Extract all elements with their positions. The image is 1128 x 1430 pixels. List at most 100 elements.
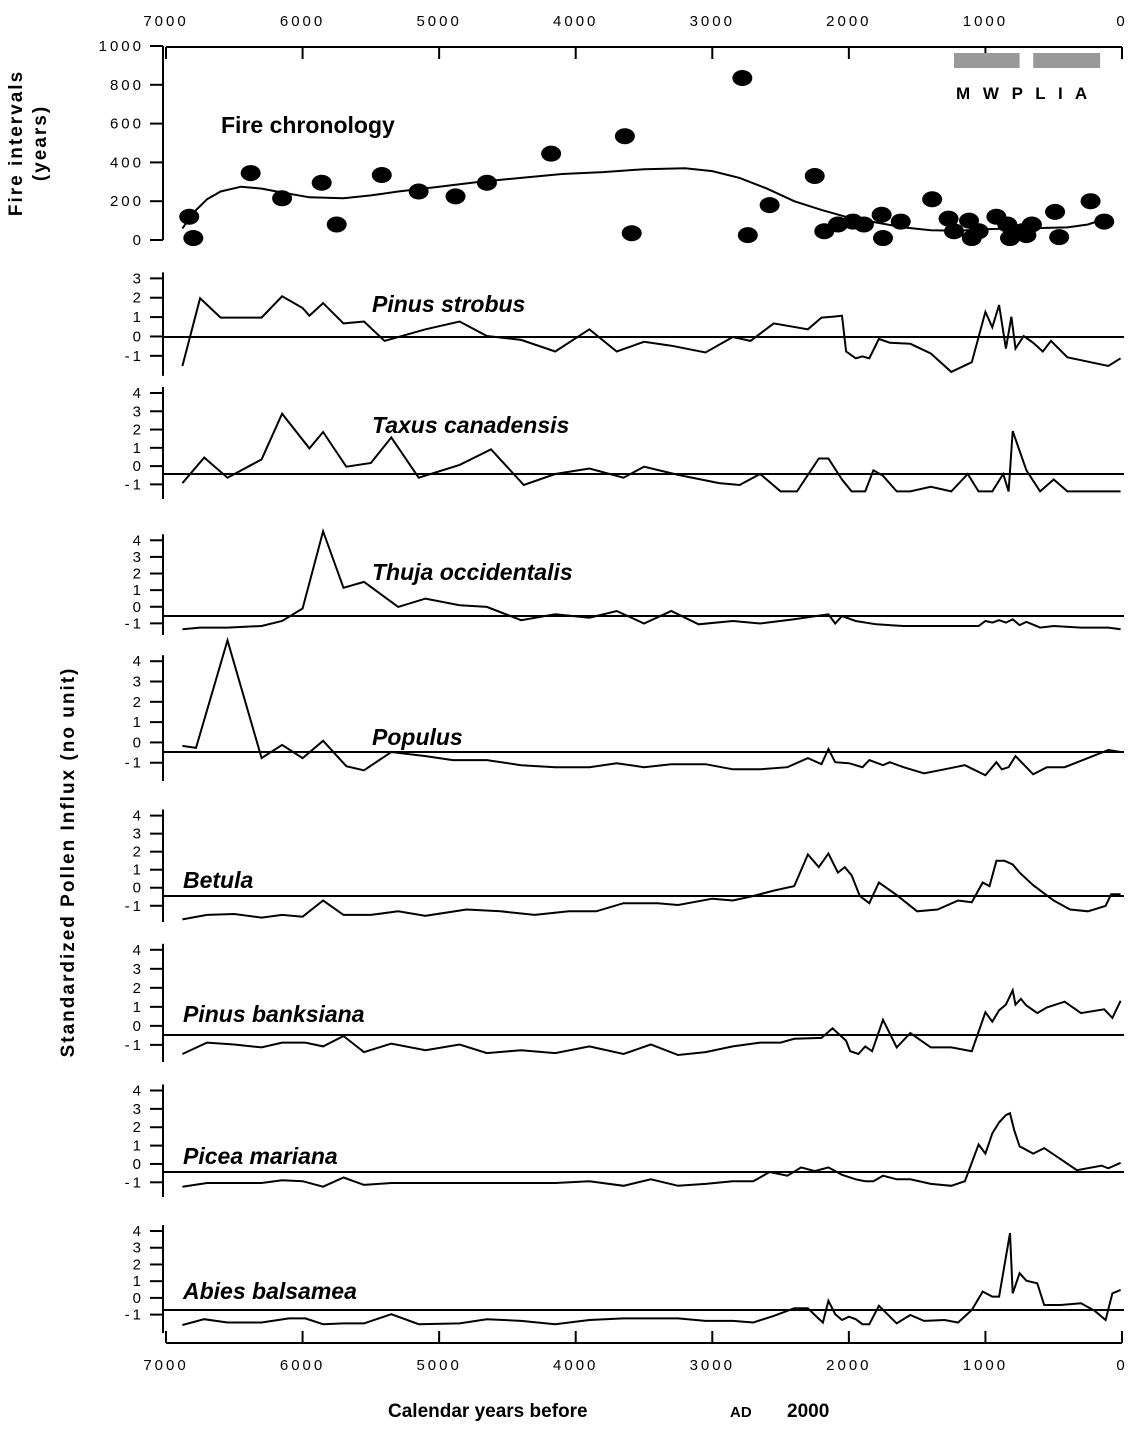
taxus-canadensis-panel-y-tick-label: 4 [133,385,144,402]
populus-panel-y-tick-label: 2 [133,694,144,711]
l-i-a-period-label: L I A [1035,84,1091,103]
bottom-x-axis-tick-label: 4000 [553,1357,598,1374]
fire-panel-y-tick-label: 400 [110,154,144,171]
populus-panel-y-tick-label: 4 [133,653,144,670]
thuja-occidentalis-panel-series-line [182,527,1121,631]
fire-event-point [827,216,848,233]
x-axis-title: Calendar years before [388,1401,588,1422]
fire-event-point [737,227,758,244]
taxus-canadensis-panel-label: Taxus canadensis [372,412,569,438]
fire-event-point [183,230,204,247]
thuja-occidentalis-panel-y-tick-label: 3 [133,549,144,566]
data-layer [179,53,1122,1326]
abies-balsamea-panel-y-tick-label: 3 [133,1240,144,1257]
bottom-x-axis-tick-label: 1000 [963,1357,1008,1374]
thuja-occidentalis-panel-y-tick-label: 4 [133,532,144,549]
fire-event-point [311,174,332,191]
fire-event-point [1045,203,1066,220]
pinus-banksiana-panel-y-tick-label: 4 [133,942,144,959]
fire-event-point [1049,229,1070,246]
thuja-occidentalis-panel-label: Thuja occidentalis [372,559,573,585]
bottom-x-axis-tick-label: 7000 [143,1357,188,1374]
fire-event-point [371,167,392,184]
thuja-occidentalis-panel-y-tick-label: 2 [133,566,144,583]
populus-panel-label: Populus [372,724,463,750]
fire-event-point [997,216,1018,233]
pinus-banksiana-panel-series-line [181,987,1122,1057]
picea-mariana-panel-y-tick-label: -1 [125,1174,144,1191]
picea-mariana-panel-y-tick-label: 0 [133,1156,144,1173]
fire-intervals-ylabel-line1: Fire intervals [6,70,27,216]
picea-mariana-panel-y-tick-label: 3 [133,1101,144,1118]
fire-event-point [621,225,642,242]
fire-event-point [179,208,200,225]
betula-panel-y-tick-label: 2 [133,844,144,861]
picea-mariana-panel-label: Picea mariana [183,1143,338,1169]
fire-event-point [408,183,429,200]
populus-panel-series-line [182,636,1121,777]
fire-event-point [873,230,893,247]
top-x-axis-tick-label: 1000 [963,13,1008,30]
populus-panel-y-tick-label: 3 [133,674,144,691]
fire-event-point [1080,193,1101,210]
populus-panel-y-tick-label: -1 [125,755,144,772]
taxus-canadensis-panel-y-tick-label: 2 [133,422,144,439]
fire-event-point [922,191,943,208]
pinus-banksiana-panel-y-tick-label: 3 [133,961,144,978]
fire-event-point [853,216,874,233]
picea-mariana-panel-y-tick-label: 2 [133,1119,144,1136]
abies-balsamea-panel-y-tick-label: 1 [133,1273,144,1290]
x-axis-title-year: 2000 [787,1401,829,1422]
top-x-axis-tick-label: 6000 [280,13,325,30]
taxus-canadensis-panel-y-tick-label: 3 [133,403,144,420]
thuja-occidentalis-panel-y-tick-label: -1 [125,615,144,632]
axes-layer: 02004006008001000-10123-101234-101234-10… [99,13,1127,1374]
fire-event-point [759,197,780,214]
abies-balsamea-panel-y-tick-label: 0 [133,1290,144,1307]
pinus-banksiana-panel-label: Pinus banksiana [183,1001,365,1027]
fire-event-point [871,206,892,223]
betula-panel-y-tick-label: 0 [133,880,144,897]
fire-chronology-title: Fire chronology [221,112,395,138]
populus-panel-y-tick-label: 0 [133,734,144,751]
fire-intervals-ylabel-line2: (years) [30,105,51,181]
picea-mariana-panel-series-line [182,1111,1122,1188]
pinus-banksiana-panel-y-tick-label: 0 [133,1018,144,1035]
pinus-strobus-panel-y-tick-label: 3 [133,270,144,287]
fire-panel-y-tick-label: 600 [110,116,144,133]
fire-event-point [445,188,466,205]
text-layer: Fire chronology Fire intervals (years) S… [6,70,1091,1422]
fire-event-point [326,216,347,233]
betula-panel-label: Betula [183,867,254,893]
taxus-canadensis-panel-series-line [181,411,1121,493]
betula-panel-y-tick-label: -1 [125,898,144,915]
top-x-axis-tick-label: 4000 [553,13,598,30]
picea-mariana-panel-y-tick-label: 4 [133,1083,144,1100]
abies-balsamea-panel-series-line [182,1232,1121,1326]
fire-panel-y-tick-label: 800 [110,77,144,94]
populus-panel-y-tick-label: 1 [133,714,144,731]
fire-event-point [804,167,825,184]
abies-balsamea-panel-y-tick-label: 2 [133,1256,144,1273]
top-x-axis-tick-label: 0 [1116,13,1127,30]
fire-event-point [614,128,635,145]
bottom-x-axis-tick-label: 2000 [826,1357,871,1374]
abies-balsamea-panel-label: Abies balsamea [182,1278,357,1304]
picea-mariana-panel-y-tick-label: 1 [133,1138,144,1155]
fire-event-point [890,213,911,230]
fire-panel-y-tick-label: 0 [133,232,144,249]
pinus-banksiana-panel-y-tick-label: 2 [133,980,144,997]
top-x-axis-tick-label: 2000 [826,13,871,30]
pinus-strobus-panel-y-tick-label: 2 [133,290,144,307]
fire-event-point [476,174,497,191]
abies-balsamea-panel-y-tick-label: -1 [125,1307,144,1324]
top-x-axis-tick-label: 3000 [690,13,735,30]
taxus-canadensis-panel-y-tick-label: 1 [133,440,144,457]
bottom-x-axis-tick-label: 6000 [280,1357,325,1374]
betula-panel-y-tick-label: 3 [133,826,144,843]
betula-panel-y-tick-label: 1 [133,862,144,879]
abies-balsamea-panel-y-tick-label: 4 [133,1223,144,1240]
pinus-banksiana-panel-y-tick-label: -1 [125,1037,144,1054]
fire-event-point [240,165,261,182]
